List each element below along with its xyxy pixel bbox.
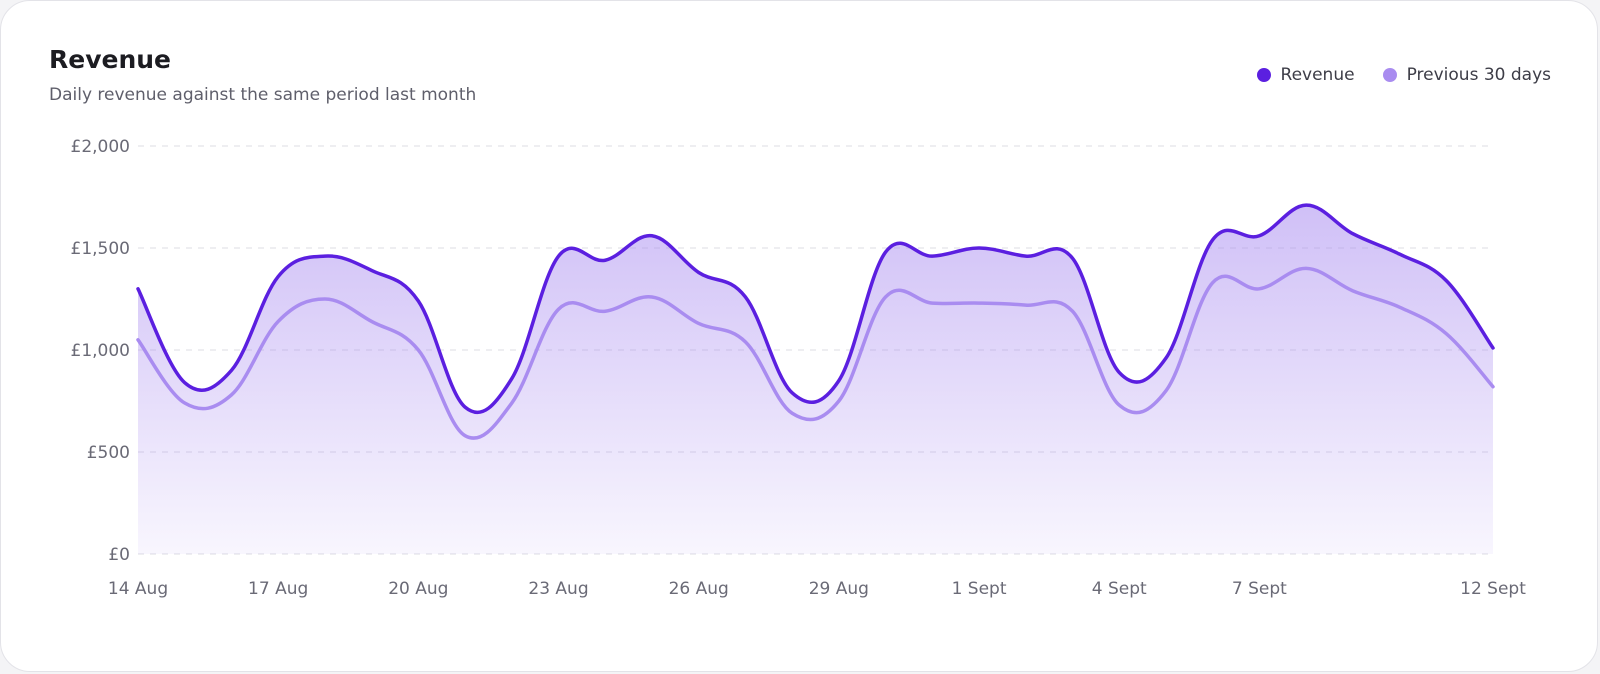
legend-item-revenue[interactable]: Revenue [1256, 65, 1355, 85]
x-tick-label: 26 Aug [669, 579, 729, 599]
card-title: Revenue [49, 45, 172, 74]
chart-legend: Revenue Previous 30 days [1256, 65, 1551, 85]
x-tick-label: 20 Aug [388, 579, 448, 599]
series-line-previous-30-days [136, 266, 1495, 440]
legend-item-previous[interactable]: Previous 30 days [1382, 65, 1551, 85]
x-tick-label: 7 Sept [1232, 579, 1287, 599]
x-tick-label: 1 Sept [952, 579, 1007, 599]
y-tick-label: £2,000 [71, 137, 130, 157]
y-tick-label: £500 [87, 443, 130, 463]
series-line-revenue [136, 203, 1495, 415]
legend-label-revenue: Revenue [1280, 65, 1355, 85]
x-tick-label: 29 Aug [809, 579, 869, 599]
x-tick-label: 23 Aug [528, 579, 588, 599]
revenue-area [138, 205, 1493, 555]
x-tick-label: 17 Aug [248, 579, 308, 599]
x-tick-label: 12 Sept [1460, 579, 1526, 599]
y-tick-label: £1,000 [71, 341, 130, 361]
x-tick-label: 14 Aug [108, 579, 168, 599]
legend-label-previous: Previous 30 days [1406, 65, 1551, 85]
y-tick-label: £1,500 [71, 239, 130, 259]
y-tick-label: £0 [108, 545, 130, 565]
legend-dot-previous [1382, 68, 1397, 82]
x-tick-label: 4 Sept [1092, 579, 1147, 599]
card-subtitle: Daily revenue against the same period la… [49, 85, 477, 105]
legend-dot-revenue [1256, 68, 1271, 82]
